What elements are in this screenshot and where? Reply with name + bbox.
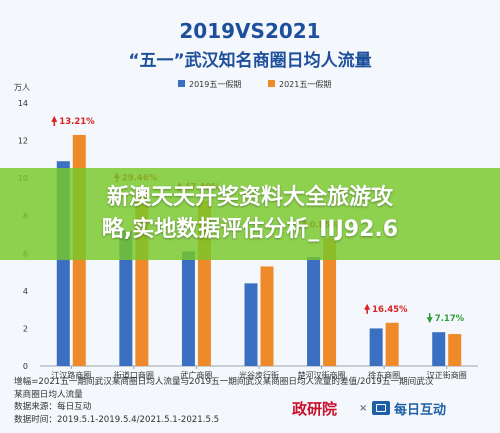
bar-1-6 — [448, 334, 462, 366]
brand-cross: × — [359, 402, 368, 414]
annotation-label-0: 13.21% — [59, 117, 95, 127]
bar-0-5 — [369, 328, 383, 366]
x-tick-label-3: 光谷步行街 — [239, 370, 279, 380]
annotation-label-4: 16.45% — [372, 305, 408, 315]
legend-label-0: 2019五一假期 — [189, 80, 241, 89]
footnote-line-2: 某商圈日均人流量 — [14, 389, 83, 400]
bar-1-3 — [260, 266, 274, 366]
banner-line-2: 略,实地数据评估分析_IIJ92.6 — [101, 217, 399, 242]
x-tick-label-4: 楚河汉街商圈 — [298, 370, 346, 380]
footnote-line-1: 增幅=2021五一期间武汉某商圈日均人流量与2019五一期间武汉某商圈日均人流量… — [14, 377, 434, 387]
chart-footer: 增幅=2021五一期间武汉某商圈日均人流量与2019五一期间武汉某商圈日均人流量… — [14, 376, 489, 426]
bar-0-6 — [432, 332, 446, 366]
banner-line-1: 新澳天天开奖资料大全旅游攻 — [106, 185, 393, 210]
annotation-arrow-0 — [51, 115, 58, 122]
chart-title: 2019VS2021 — [179, 19, 320, 43]
legend-label-1: 2021五一假期 — [279, 80, 331, 89]
y-tick-label-0: 0 — [23, 362, 28, 371]
y-tick-label-6: 12 — [18, 137, 28, 146]
bar-0-1 — [119, 230, 133, 366]
bar-1-5 — [385, 322, 399, 366]
brand-zhengyanyuan: 政研院 — [292, 399, 338, 418]
x-tick-label-0: 江汉路商圈 — [51, 370, 91, 380]
overlay-banner: 新澳天天开奖资料大全旅游攻 略,实地数据评估分析_IIJ92.6 — [0, 168, 500, 260]
data-source: 数据来源：每日互动 — [14, 402, 92, 412]
meiri-logo-icon — [372, 401, 390, 415]
legend-swatch-1 — [268, 80, 275, 87]
brand-meiri: 每日互动 — [372, 398, 446, 418]
bar-0-3 — [244, 283, 258, 366]
x-tick-label-1: 街道口商圈 — [114, 370, 154, 380]
data-period: 数据时间：2019.5.1-2019.5.4/2021.5.1-2021.5.5 — [14, 414, 220, 425]
bar-0-2 — [181, 251, 195, 366]
x-tick-label-6: 汉正街商圈 — [427, 370, 467, 380]
annotation-arrow-5 — [426, 317, 433, 324]
y-tick-label-2: 4 — [23, 287, 28, 296]
annotation-arrow-4 — [364, 303, 371, 310]
x-tick-label-2: 武广商圈 — [180, 370, 212, 380]
bar-0-4 — [307, 257, 321, 366]
brand-meiri-label: 每日互动 — [394, 402, 447, 418]
y-tick-label-1: 2 — [23, 324, 28, 333]
x-tick-label-5: 徐东商圈 — [368, 370, 400, 380]
legend-swatch-0 — [178, 80, 185, 87]
y-axis-label: 万人 — [14, 83, 30, 92]
chart-subtitle: “五一”武汉知名商圈日均人流量 — [128, 50, 371, 71]
annotation-label-5: 7.17% — [435, 314, 465, 324]
bar-1-4 — [323, 238, 337, 366]
y-tick-label-7: 14 — [18, 99, 28, 108]
